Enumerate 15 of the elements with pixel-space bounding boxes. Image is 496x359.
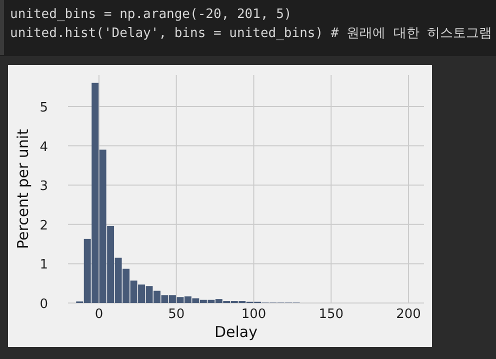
x-tick-label: 50 — [168, 307, 185, 322]
y-tick-label: 4 — [40, 140, 48, 155]
y-tick-label: 2 — [40, 218, 48, 234]
y-tick-label: 0 — [40, 297, 48, 312]
y-tick-label: 1 — [40, 258, 48, 273]
x-tick-label: 100 — [241, 307, 266, 322]
y-axis-title: Percent per unit — [14, 128, 32, 249]
y-tick-label: 3 — [40, 179, 48, 194]
text: united.hist('Delay', bins = united_bins) # 원래에 대한 히스토그램 — [10, 26, 492, 41]
x-tick-label: 0 — [94, 307, 104, 322]
x-tick-label: 200 — [396, 307, 421, 322]
y-tick-label: 5 — [40, 100, 48, 116]
x-tick-label: 150 — [318, 307, 344, 322]
x-axis-title: Delay — [214, 323, 258, 341]
text: united_bins = np.arange(-20, 201, 5) — [10, 7, 292, 22]
